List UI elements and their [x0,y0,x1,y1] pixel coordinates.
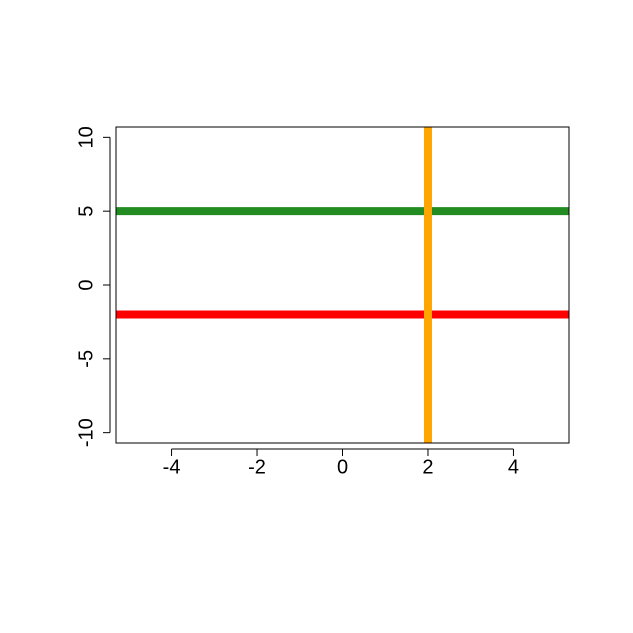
y-tick-label-group: 0 [75,279,97,290]
y-tick-label: 10 [75,126,97,148]
y-tick-label: 5 [75,206,97,217]
x-tick-label: 0 [337,457,348,479]
x-tick-label: -2 [248,457,266,479]
y-tick-label-group: -5 [75,350,97,368]
x-tick-label: 4 [508,457,519,479]
chart: -4 -2 0 2 4 -10 -5 0 5 10 [0,0,633,633]
x-tick-label: 2 [422,457,433,479]
y-tick-label-group: -10 [75,418,97,447]
y-tick-label-group: 10 [75,126,97,148]
y-tick-label: -5 [75,350,97,368]
y-tick-label: 0 [75,279,97,290]
y-tick-label: -10 [75,418,97,447]
y-tick-label-group: 5 [75,206,97,217]
x-tick-label: -4 [163,457,181,479]
